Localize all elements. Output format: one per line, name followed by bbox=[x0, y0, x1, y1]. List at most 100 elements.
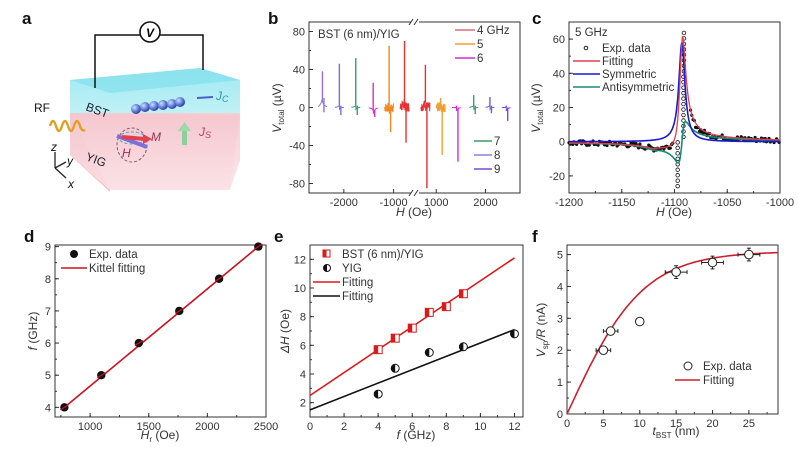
axis-break-mark bbox=[408, 18, 414, 26]
legend-label: BST (6 nm)/YIG bbox=[342, 249, 424, 261]
exp-data-point bbox=[675, 178, 680, 183]
jc-arrow-icon bbox=[196, 96, 214, 99]
exp-data-point bbox=[675, 173, 680, 178]
exp-data-point bbox=[675, 140, 680, 145]
y-tick-label: 60 bbox=[553, 34, 565, 46]
exp-data-point bbox=[681, 112, 686, 118]
y-tick-label: 4 bbox=[300, 369, 306, 381]
exp-data-point bbox=[681, 107, 686, 112]
exp-data-point bbox=[668, 146, 672, 150]
exp-data-point bbox=[675, 145, 680, 151]
x-tick-label: 1500 bbox=[137, 421, 161, 433]
h-label: H bbox=[122, 146, 131, 160]
x-tick-label: 20 bbox=[706, 418, 718, 430]
x-tick-label: 25 bbox=[743, 418, 755, 430]
device-schematic: V JC JS M H BST YIG RF bbox=[34, 21, 240, 192]
axis-y-label: y bbox=[66, 154, 74, 168]
chart-f: 0 5 10 15 20 25 0 1 2 3 4 5 Vsp/R (nA) tBST (nm) Exp. … bbox=[534, 244, 779, 440]
trace-9-ghz-pos- bbox=[501, 107, 511, 112]
x-axis-label: H (Oe) bbox=[396, 205, 432, 219]
y-tick-label: 80 bbox=[293, 27, 305, 39]
trace-4-ghz-pos- bbox=[420, 100, 431, 112]
legend-marker bbox=[70, 250, 78, 258]
panel-label-b: b bbox=[268, 9, 278, 28]
x-tick-label: 0 bbox=[564, 418, 570, 430]
x-axis-label: f (GHz) bbox=[397, 428, 436, 442]
legend-label: YIG bbox=[342, 263, 362, 275]
y-tick-label: 8 bbox=[45, 274, 51, 286]
kittel-fit-segment bbox=[214, 275, 224, 282]
kittel-fit-line bbox=[63, 245, 259, 408]
axis-x-label: x bbox=[67, 177, 75, 191]
exp-data-point bbox=[631, 141, 636, 145]
y-axis-label: Vsp/R (nA) bbox=[534, 303, 550, 357]
exp-data-point bbox=[681, 30, 687, 36]
voltmeter-wire bbox=[94, 34, 204, 88]
x-tick-label: 10 bbox=[634, 418, 646, 430]
kittel-fit-segment bbox=[96, 372, 106, 379]
trace-4-ghz-neg- bbox=[399, 99, 410, 112]
y-tick-label: -20 bbox=[549, 171, 565, 183]
trace-7-ghz-pos- bbox=[469, 104, 479, 111]
trace-8-ghz-neg- bbox=[334, 104, 344, 111]
y-tick-label: 3 bbox=[557, 313, 563, 325]
legend-label: 6 bbox=[477, 53, 483, 65]
y-tick-label: 0 bbox=[559, 137, 565, 149]
spin-chain bbox=[131, 97, 185, 114]
y-tick-label: -80 bbox=[289, 179, 305, 191]
y-axis-label: f (GHz) bbox=[26, 312, 40, 351]
exp-data-point bbox=[598, 345, 609, 356]
x-tick-label: 12 bbox=[508, 421, 520, 433]
panel-label-c: c bbox=[532, 9, 541, 28]
data-point-bst-yig-fill bbox=[374, 345, 379, 354]
data-point-bst-yig-fill bbox=[425, 308, 430, 317]
exp-data-point bbox=[638, 142, 642, 146]
x-tick-label: 4 bbox=[375, 421, 381, 433]
m-vector-icon bbox=[121, 135, 146, 141]
axis-break-mark bbox=[413, 18, 419, 26]
legend-label: 5 bbox=[477, 39, 483, 51]
chart-c: -1200 -1150 -1100 -1050 -1000 -20 0 20 40 60 Vtota… bbox=[529, 21, 794, 219]
exp-data-point bbox=[675, 151, 680, 156]
voltmeter-label: V bbox=[146, 26, 155, 40]
exp-data-point bbox=[605, 326, 616, 336]
data-point-bst-yig-fill bbox=[408, 324, 413, 333]
y-tick-label: 2 bbox=[557, 345, 563, 357]
exp-data-point bbox=[675, 183, 680, 189]
y-tick-label: 5 bbox=[45, 370, 51, 382]
y-tick-label: 0 bbox=[557, 409, 563, 421]
x-tick-label: -1100 bbox=[661, 197, 688, 209]
annotation-frequency: 5 GHz bbox=[575, 27, 608, 39]
voltmeter-icon bbox=[139, 21, 161, 43]
chart-b: -2000 -1000 1000 2000 -80 -40 0 40 80 Vtotal (µV)… bbox=[270, 18, 521, 219]
coordinate-axes bbox=[54, 152, 67, 179]
data-point-bst-yig-fill bbox=[442, 302, 447, 311]
x-tick-label: 2000 bbox=[473, 197, 497, 209]
y-axis-label: Vtotal (µV) bbox=[270, 83, 286, 132]
x-tick-label: 15 bbox=[670, 418, 682, 430]
legend-label: Kittel fitting bbox=[89, 263, 145, 275]
legend-label: Exp. data bbox=[602, 43, 651, 55]
y-tick-label: 7 bbox=[45, 306, 51, 318]
symmetric-curve bbox=[569, 42, 780, 143]
rf-label: RF bbox=[34, 101, 50, 115]
legend-label: Symmetric bbox=[602, 69, 657, 81]
legend-marker-fill bbox=[323, 250, 327, 257]
y-tick-label: 10 bbox=[294, 283, 306, 295]
x-tick-label: -1200 bbox=[555, 197, 583, 209]
x-tick-label: 8 bbox=[443, 421, 449, 433]
chart-d: 1000 1500 2000 2500 4 5 6 7 8 9 f (GHz) Hr (Oe) Exp.… bbox=[26, 242, 278, 444]
x-axis-label: Hr (Oe) bbox=[141, 428, 180, 444]
y-tick-label: 1 bbox=[557, 377, 563, 389]
kittel-fit-segment bbox=[134, 340, 144, 347]
exp-data-point bbox=[675, 167, 680, 172]
panel-label-d: d bbox=[24, 227, 34, 246]
legend-marker bbox=[583, 45, 589, 51]
legend-label: Fitting bbox=[342, 291, 373, 303]
x-tick-label: 2 bbox=[341, 421, 347, 433]
rf-wave-icon bbox=[48, 119, 86, 133]
legend-marker bbox=[683, 361, 693, 371]
m-label: M bbox=[151, 130, 161, 144]
